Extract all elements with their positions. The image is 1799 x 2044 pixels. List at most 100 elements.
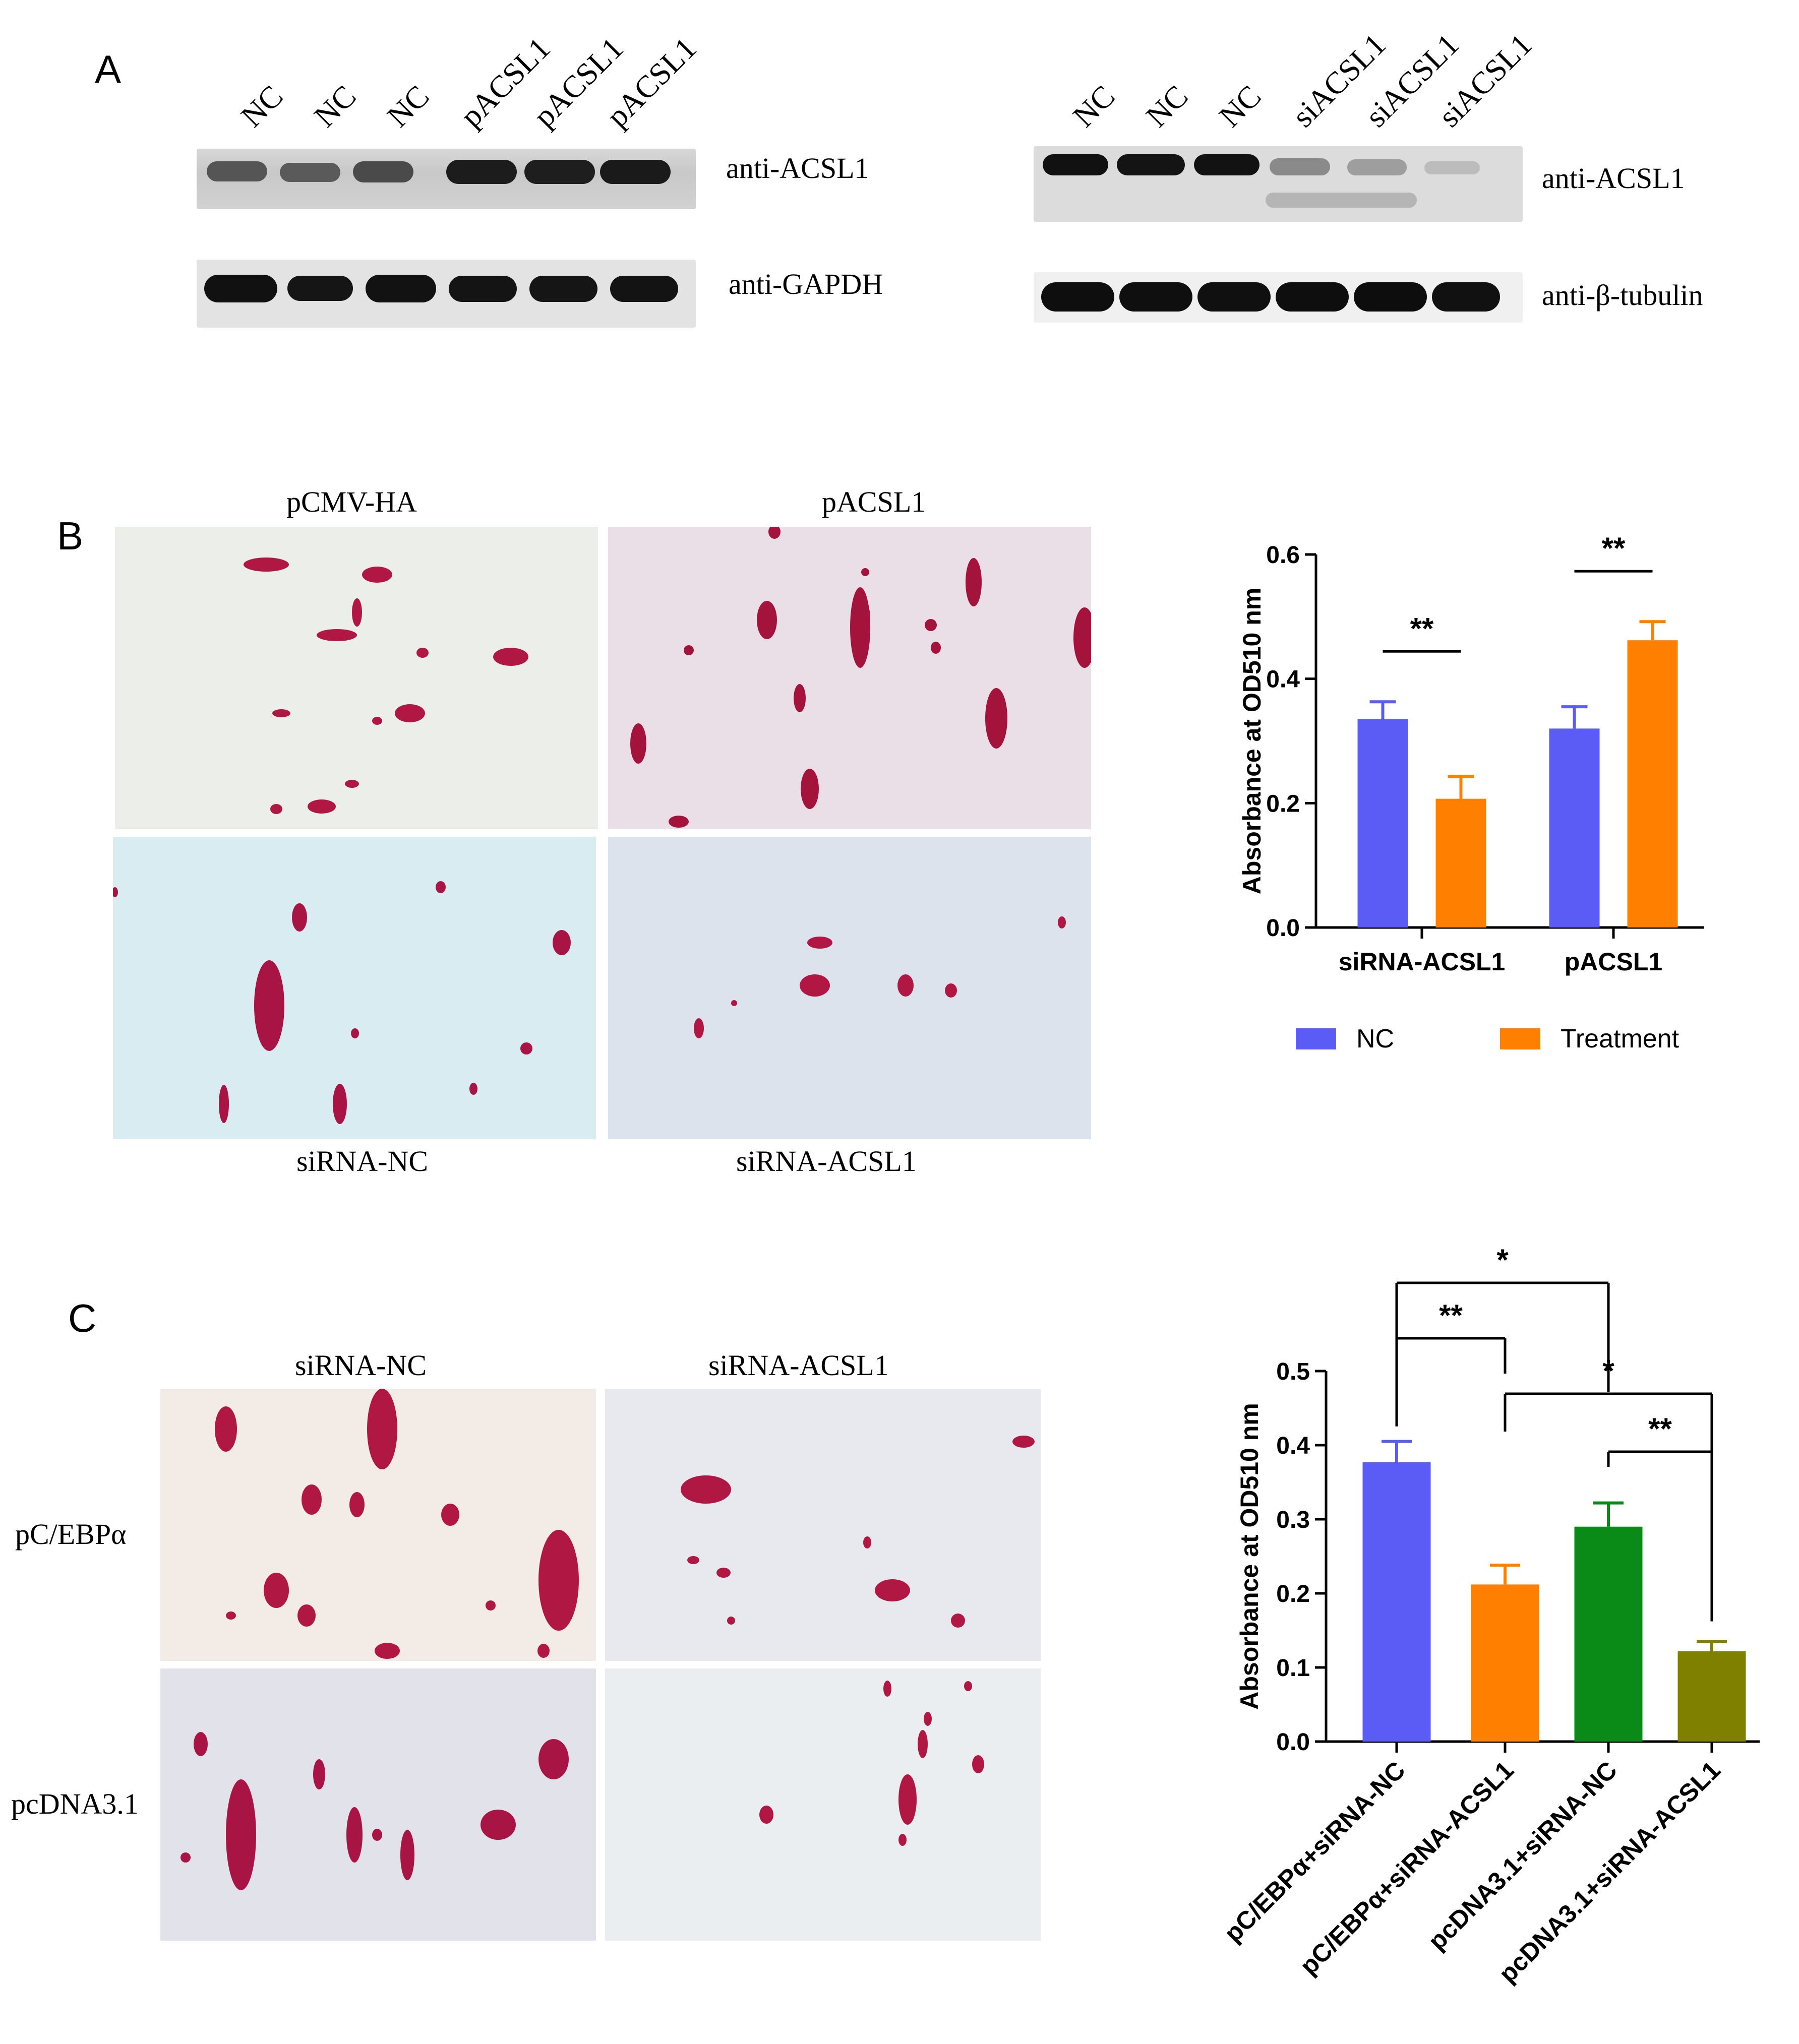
micrograph-c-row-top: pC/EBPα [15,1518,127,1551]
band [1270,158,1330,175]
blot-left-control-label: anti-GAPDH [729,268,883,300]
micrograph-b-sirna-nc [113,837,596,1139]
significance-label: ** [1648,1412,1672,1446]
significance-label: ** [1439,1298,1463,1332]
blot-right-acsl1-strip [1034,146,1523,222]
blot-right-lane-2: NC [1140,79,1195,134]
band [353,161,413,182]
blot-left-lane-2: NC [308,79,363,134]
micrograph-b-label-top-left: pCMV-HA [286,485,417,518]
micrograph-c-pcebpa-sirna-acsl1 [605,1389,1041,1661]
blot-left-lane-3: NC [381,79,436,134]
bar [1627,640,1678,927]
micrograph-b-label-top-right: pACSL1 [822,485,926,518]
x-tick-label: pC/EBPα+siRNA-NC [1220,1756,1411,1948]
y-tick-label: 0.0 [1276,1729,1310,1756]
micrograph-b-pacsl1 [608,527,1091,829]
blot-right-target-label: anti-ACSL1 [1542,162,1685,195]
y-tick-label: 0.5 [1276,1358,1310,1385]
micrograph-c-pcebpa-sirna-nc [160,1389,596,1661]
x-tick-label: siRNA-ACSL1 [1339,948,1506,976]
stain-dots [181,1732,569,1890]
y-axis-label: Absorbance at OD510 nm [1238,588,1266,895]
micrograph-c-row-bottom: pcDNA3.1 [11,1787,139,1820]
blot-right-lane-3: NC [1213,79,1268,134]
blot-right-lane-1: NC [1066,79,1122,134]
band [207,161,267,181]
band [366,275,436,302]
bar [1362,1462,1431,1742]
micrograph-b-label-bottom-right: siRNA-ACSL1 [736,1145,917,1178]
bar [1435,798,1486,927]
band [1117,154,1185,175]
legend-label: NC [1356,1024,1394,1054]
y-tick-label: 0.6 [1266,542,1300,569]
y-tick-label: 0.2 [1266,790,1300,817]
bar [1357,719,1408,927]
band [1347,159,1407,175]
band [524,160,595,184]
band [1194,154,1260,175]
blot-left-gapdh-strip [197,260,696,328]
stain-dots [113,881,571,1124]
micrograph-b-pcmv-ha [115,527,598,829]
band [446,160,517,184]
panel-b-letter: B [57,514,84,558]
significance-label: ** [1410,611,1434,645]
panel-a-letter: A [95,47,122,91]
band [600,160,671,184]
band [1119,282,1192,312]
significance-label: * [1496,1243,1509,1277]
blot-left-acsl1-strip [197,149,696,209]
blot-right-tubulin-strip [1034,272,1523,323]
y-tick-label: 0.4 [1266,666,1300,693]
bar [1574,1526,1643,1742]
bar [1471,1584,1539,1742]
y-tick-label: 0.3 [1276,1507,1310,1533]
blot-left-lane-1: NC [234,79,290,134]
bar [1677,1651,1746,1742]
band [1266,193,1417,208]
stain-dots [681,1436,1035,1628]
y-axis-label: Absorbance at OD510 nm [1235,1403,1264,1710]
y-tick-label: 0.0 [1266,915,1300,942]
bar [1549,728,1600,927]
band [1043,154,1108,175]
band [449,276,517,302]
band [1276,282,1349,312]
micrograph-c-col-left: siRNA-NC [295,1349,427,1382]
legend-label: Treatment [1561,1024,1680,1054]
y-tick-label: 0.2 [1276,1581,1310,1607]
micrograph-c-pcdna-sirna-nc [160,1668,596,1941]
legend-swatch [1500,1028,1540,1049]
micrograph-b-label-bottom-left: siRNA-NC [296,1145,429,1178]
x-tick-label: pACSL1 [1565,948,1662,976]
band [280,163,340,182]
x-tick-label: pC/EBPα+siRNA-ACSL1 [1294,1756,1519,1980]
micrograph-c-pcdna-sirna-acsl1 [605,1668,1041,1941]
band [610,276,678,302]
panel-c-letter: C [68,1296,97,1340]
stain-dots [630,527,1091,828]
stain-dots [215,1389,579,1659]
micrograph-c-col-right: siRNA-ACSL1 [708,1349,889,1382]
significance-label: ** [1602,531,1626,565]
band [1432,282,1500,312]
stain-dots [759,1681,984,1846]
band [287,276,353,301]
band [204,275,277,302]
y-tick-label: 0.4 [1276,1433,1310,1459]
band [529,276,597,302]
x-tick-label: pcDNA3.1+siRNA-ACSL1 [1493,1756,1726,1988]
significance-label: * [1602,1354,1614,1388]
micrograph-b-sirna-acsl1 [608,837,1091,1139]
band [1354,282,1427,312]
band [1041,282,1114,312]
x-tick-label: pcDNA3.1+siRNA-NC [1423,1756,1623,1955]
band [1197,282,1271,312]
stain-dots [694,916,1066,1038]
stain-dots [244,558,528,814]
blot-left-target-label: anti-ACSL1 [726,152,869,184]
legend-swatch [1296,1028,1336,1049]
